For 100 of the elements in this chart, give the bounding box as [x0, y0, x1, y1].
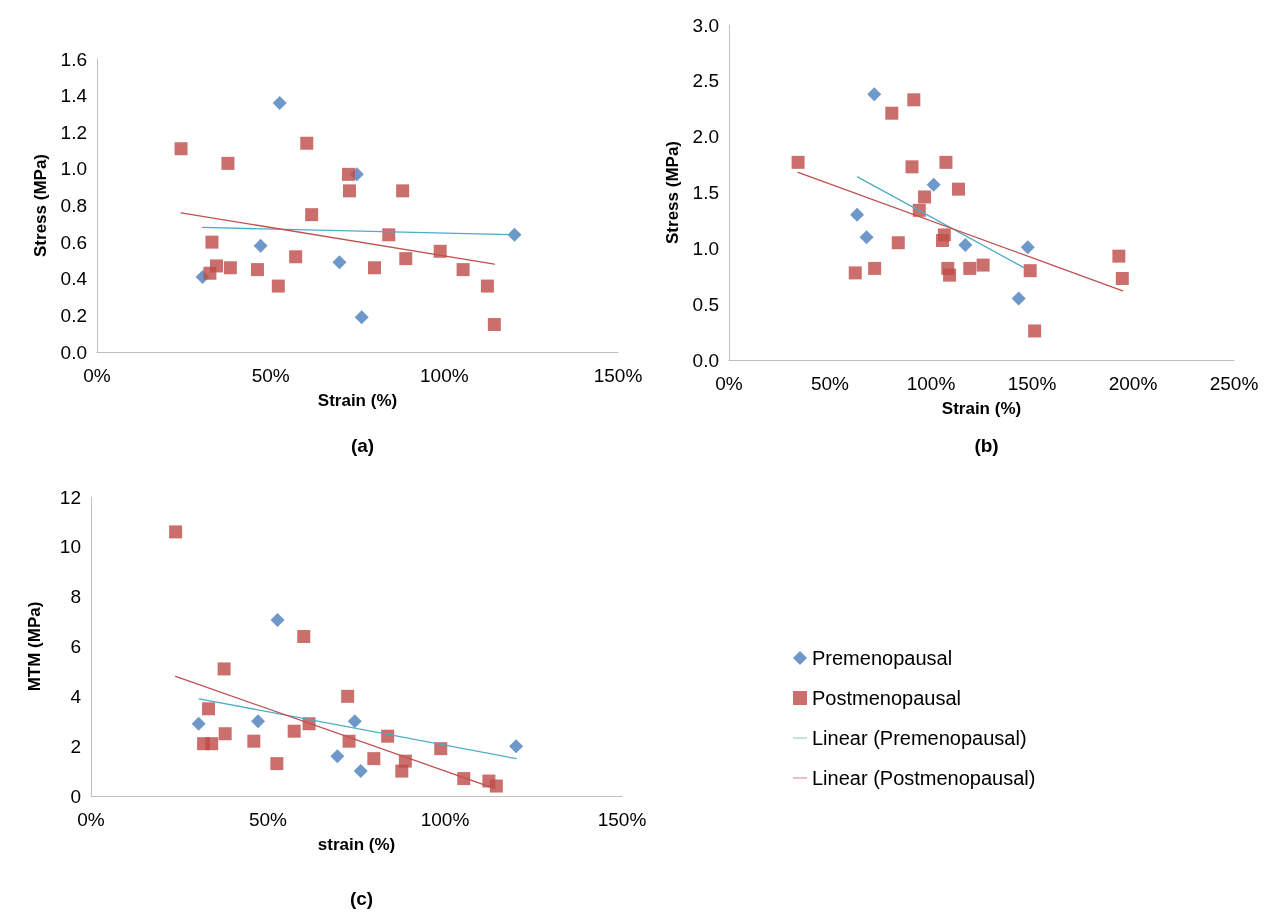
point — [205, 737, 219, 751]
x-tick-label: 100% — [906, 373, 956, 394]
point — [951, 182, 965, 196]
y-tick-label: 1.0 — [692, 237, 719, 259]
point — [509, 739, 524, 754]
point — [926, 177, 941, 192]
text: (a) — [350, 435, 375, 456]
y-tick-label: 1.2 — [60, 121, 87, 143]
x-tick-label: 100% — [420, 365, 469, 386]
point — [330, 749, 345, 764]
point — [218, 727, 232, 741]
point — [976, 258, 990, 272]
point — [457, 772, 471, 786]
x-tick-label: 150% — [593, 365, 643, 386]
point — [958, 237, 973, 252]
point — [848, 266, 862, 280]
point — [939, 155, 953, 169]
x-tick-label: 200% — [1108, 373, 1158, 394]
point — [250, 263, 264, 277]
y-axis-title: MTM (MPa) — [25, 601, 44, 692]
y-tick-label: 2.0 — [692, 126, 719, 148]
point — [507, 227, 522, 242]
text: (b) — [974, 435, 999, 456]
y-tick-label: 8 — [70, 586, 81, 608]
point — [1011, 291, 1026, 306]
point — [918, 190, 932, 204]
point — [1112, 249, 1126, 263]
point — [850, 207, 865, 222]
x-tick-label: 0% — [83, 365, 111, 386]
y-tick-label: 1.6 — [60, 48, 87, 70]
y-tick-label: 0.6 — [60, 231, 87, 253]
point — [885, 106, 899, 120]
y-tick-label: 0.4 — [60, 268, 88, 290]
y-tick-label: 0.2 — [60, 304, 87, 326]
point — [191, 716, 206, 731]
point — [209, 259, 223, 273]
point — [433, 244, 447, 258]
y-tick-label: 0.8 — [60, 195, 87, 216]
point — [396, 184, 410, 198]
point — [270, 613, 285, 628]
x-tick-label: 50% — [251, 365, 290, 386]
y-axis-title: Stress (MPa) — [31, 154, 50, 257]
y-tick-label: 0.5 — [692, 293, 719, 315]
point — [205, 235, 219, 249]
y-tick-label: 0.0 — [692, 349, 719, 371]
point — [202, 702, 216, 716]
point — [287, 724, 301, 738]
point — [223, 261, 237, 275]
x-tick-label: 250% — [1209, 373, 1259, 394]
legend-label: Postmenopausal — [812, 687, 961, 709]
y-tick-label: 1.5 — [692, 182, 719, 203]
x-tick-label: 0% — [715, 373, 743, 394]
x-tick-label: 0% — [77, 809, 105, 830]
point — [221, 156, 235, 170]
point — [456, 263, 470, 277]
y-axis-title: Stress (MPa) — [663, 141, 682, 244]
point — [867, 87, 882, 102]
point — [489, 779, 503, 793]
point — [251, 714, 266, 729]
point — [297, 630, 311, 644]
legend-label: Linear (Premenopausal) — [812, 727, 1027, 749]
point — [368, 261, 382, 275]
point — [943, 268, 957, 282]
x-axis-title: Strain (%) — [317, 391, 398, 410]
point — [169, 525, 183, 539]
text: (c) — [349, 888, 374, 909]
y-tick-label: 3.0 — [692, 14, 719, 36]
point — [272, 95, 287, 110]
point — [305, 208, 319, 222]
legend-label: Premenopausal — [812, 647, 953, 669]
y-tick-label: 2 — [70, 735, 81, 757]
point — [343, 184, 357, 198]
y-tick-label: 4 — [70, 685, 82, 707]
point — [332, 255, 347, 270]
y-tick-label: 6 — [70, 636, 81, 657]
point — [174, 142, 188, 156]
point — [868, 261, 882, 275]
point — [341, 689, 355, 703]
point — [367, 752, 381, 766]
y-tick-label: 1.4 — [60, 85, 88, 107]
point — [247, 734, 261, 748]
x-tick-label: 50% — [810, 373, 850, 394]
point — [399, 252, 413, 266]
y-tick-label: 10 — [59, 536, 81, 558]
point — [1028, 324, 1042, 338]
y-tick-label: 0.0 — [60, 341, 87, 363]
y-tick-label: 1.0 — [60, 158, 87, 180]
point — [791, 155, 805, 169]
x-axis-title: Strain (%) — [941, 399, 1022, 418]
point — [354, 310, 369, 325]
point — [905, 160, 919, 174]
point — [217, 662, 231, 676]
x-tick-label: 100% — [420, 809, 470, 830]
point — [1020, 240, 1035, 255]
point — [353, 764, 368, 779]
point — [480, 279, 494, 293]
point — [271, 279, 285, 293]
point — [253, 238, 268, 253]
y-tick-label: 2.5 — [692, 70, 719, 92]
x-tick-label: 150% — [597, 809, 647, 830]
